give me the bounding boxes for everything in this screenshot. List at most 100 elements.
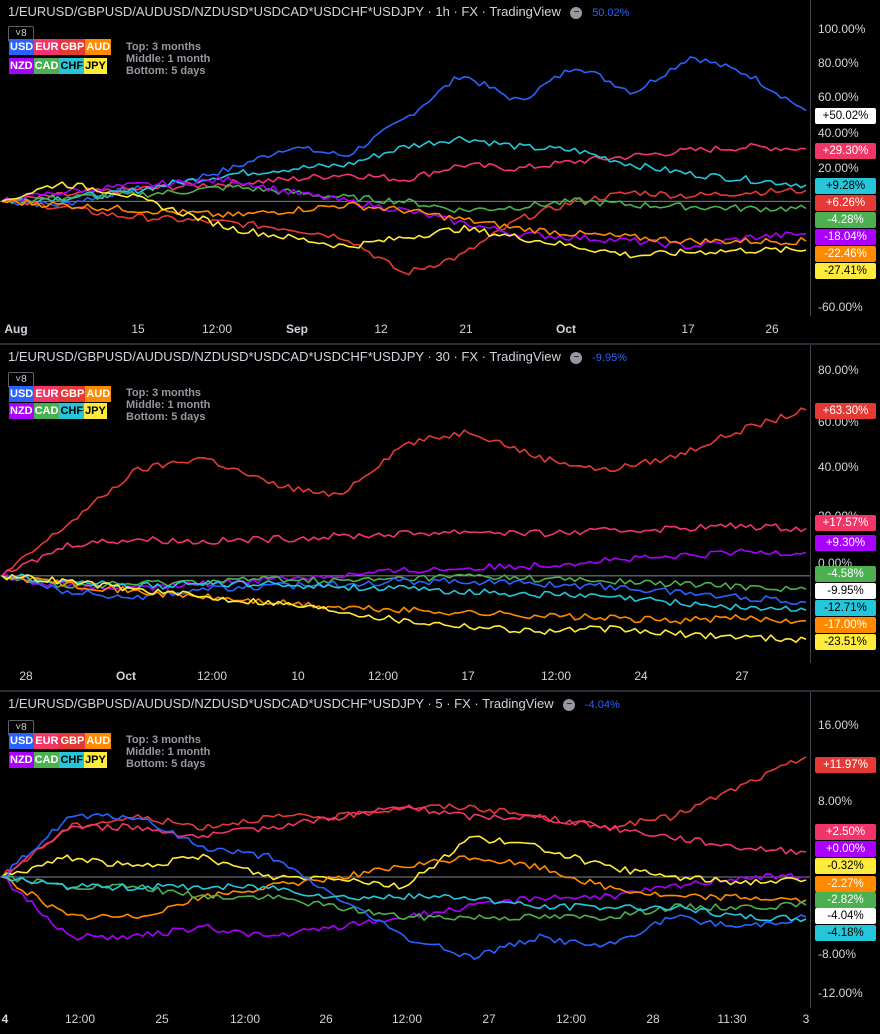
- x-tick-label: 26: [319, 1012, 333, 1026]
- y-tick-label: 80.00%: [818, 363, 859, 377]
- currency-tile-usd: USD: [9, 39, 35, 55]
- x-tick-label: Aug: [4, 322, 28, 336]
- chart-panel-30m[interactable]: 1/EURUSD/GBPUSD/AUDUSD/NZDUSD*USDCAD*USD…: [0, 345, 880, 689]
- price-tag: +9.30%: [815, 535, 876, 551]
- chart-title: 1/EURUSD/GBPUSD/AUDUSD/NZDUSD*USDCAD*USD…: [8, 4, 629, 19]
- currency-tiles-row1: USD EUR GBP AUD: [9, 386, 112, 402]
- currency-tile-cad: CAD: [33, 58, 60, 74]
- x-tick-label: 12:00: [229, 1012, 261, 1026]
- currency-tile-aud: AUD: [85, 39, 112, 55]
- collapse-icon[interactable]: −: [563, 698, 576, 711]
- price-tag: -12.71%: [815, 600, 876, 616]
- price-tag: +50.02%: [815, 108, 876, 124]
- x-tick-label: 3: [802, 1012, 810, 1026]
- price-tag: -2.27%: [815, 876, 876, 892]
- series-line-jpy: [1, 574, 807, 644]
- symbol-title[interactable]: 1/EURUSD/GBPUSD/AUDUSD/NZDUSD*USDCAD*USD…: [8, 696, 554, 711]
- chart-plot-5m[interactable]: [0, 692, 880, 1034]
- x-tick-label: Oct: [555, 322, 577, 336]
- chart-title: 1/EURUSD/GBPUSD/AUDUSD/NZDUSD*USDCAD*USD…: [8, 349, 627, 364]
- price-tag: -27.41%: [815, 263, 876, 279]
- currency-tile-aud: AUD: [85, 733, 112, 749]
- currency-tiles-row2: NZD CAD CHF JPY: [9, 58, 107, 74]
- y-tick-label: 20.00%: [818, 161, 859, 175]
- price-tag: -2.82%: [815, 892, 876, 908]
- note-line: Middle: 1 month: [126, 746, 211, 758]
- currency-tiles-row1: USD EUR GBP AUD: [9, 733, 112, 749]
- y-tick-label: -60.00%: [818, 300, 863, 314]
- chart-plot-30m[interactable]: [0, 345, 880, 689]
- series-line-eur: [1, 522, 807, 577]
- series-line-chf: [1, 135, 807, 204]
- currency-tile-usd: USD: [9, 733, 35, 749]
- currency-tile-nzd: NZD: [9, 752, 34, 768]
- x-tick-label: 4: [1, 1012, 9, 1026]
- currency-tiles-row2: NZD CAD CHF JPY: [9, 403, 107, 419]
- chart-plot-1h[interactable]: [0, 0, 880, 342]
- collapse-icon[interactable]: −: [570, 351, 583, 364]
- currency-tile-jpy: JPY: [84, 403, 107, 419]
- legend-count: 8: [21, 722, 27, 733]
- series-line-cad: [1, 874, 807, 921]
- chart-panel-1h[interactable]: 1/EURUSD/GBPUSD/AUDUSD/NZDUSD*USDCAD*USD…: [0, 0, 880, 342]
- legend-count: 8: [21, 28, 27, 39]
- symbol-title[interactable]: 1/EURUSD/GBPUSD/AUDUSD/NZDUSD*USDCAD*USD…: [8, 4, 561, 19]
- currency-tile-chf: CHF: [59, 58, 85, 74]
- y-tick-label: 60.00%: [818, 90, 859, 104]
- price-tag: +6.26%: [815, 195, 876, 211]
- price-tag: +0.00%: [815, 841, 876, 857]
- series-line-chf: [1, 573, 807, 612]
- note-line: Middle: 1 month: [126, 399, 211, 411]
- price-tag: +9.28%: [815, 178, 876, 194]
- timeframe-notes: Top: 3 months Middle: 1 month Bottom: 5 …: [126, 41, 210, 77]
- price-tag: +2.50%: [815, 824, 876, 840]
- series-line-aud: [1, 198, 807, 246]
- x-tick-label: 17: [461, 669, 475, 683]
- price-tag: -4.18%: [815, 925, 876, 941]
- price-tag: +17.57%: [815, 515, 876, 531]
- x-tick-label: 12: [374, 322, 388, 336]
- chevron-down-icon: ˅: [15, 374, 22, 385]
- y-tick-label: 100.00%: [818, 22, 866, 36]
- chart-panel-5m[interactable]: 1/EURUSD/GBPUSD/AUDUSD/NZDUSD*USDCAD*USD…: [0, 692, 880, 1034]
- series-line-gbp: [1, 756, 807, 878]
- currency-tile-jpy: JPY: [84, 58, 107, 74]
- note-line: Top: 3 months: [126, 41, 201, 53]
- currency-tile-eur: EUR: [34, 733, 60, 749]
- series-line-nzd: [1, 548, 807, 592]
- currency-tiles-row2: NZD CAD CHF JPY: [9, 752, 107, 768]
- series-line-aud: [1, 855, 807, 921]
- currency-tile-cad: CAD: [33, 403, 60, 419]
- chart-title: 1/EURUSD/GBPUSD/AUDUSD/NZDUSD*USDCAD*USD…: [8, 696, 620, 711]
- legend-count: 8: [21, 374, 27, 385]
- currency-tile-gbp: GBP: [59, 386, 86, 402]
- currency-tile-nzd: NZD: [9, 58, 34, 74]
- symbol-title[interactable]: 1/EURUSD/GBPUSD/AUDUSD/NZDUSD*USDCAD*USD…: [8, 349, 561, 364]
- chevron-down-icon: ˅: [15, 722, 22, 733]
- price-tag: +63.30%: [815, 403, 876, 419]
- currency-tile-nzd: NZD: [9, 403, 34, 419]
- currency-tile-gbp: GBP: [59, 39, 86, 55]
- collapse-icon[interactable]: −: [570, 6, 583, 19]
- series-line-cad: [1, 573, 807, 593]
- series-line-aud: [1, 575, 807, 625]
- currency-tile-cad: CAD: [33, 752, 60, 768]
- note-line: Bottom: 5 days: [126, 758, 206, 770]
- timeframe-notes: Top: 3 months Middle: 1 month Bottom: 5 …: [126, 734, 210, 770]
- x-tick-label: 12:00: [555, 1012, 587, 1026]
- x-tick-label: Oct: [115, 669, 137, 683]
- timeframe-notes: Top: 3 months Middle: 1 month Bottom: 5 …: [126, 387, 210, 423]
- currency-tile-chf: CHF: [59, 403, 85, 419]
- x-tick-label: 28: [19, 669, 33, 683]
- y-tick-label: 16.00%: [818, 718, 859, 732]
- x-tick-label: 10: [291, 669, 305, 683]
- price-tag: -18.04%: [815, 229, 876, 245]
- y-tick-label: 80.00%: [818, 56, 859, 70]
- x-tick-label: 21: [459, 322, 473, 336]
- series-line-usd: [1, 574, 807, 606]
- series-line-gbp: [2, 187, 807, 276]
- x-tick-label: 15: [131, 322, 145, 336]
- y-tick-label: 40.00%: [818, 126, 859, 140]
- indicator-value: -9.95%: [592, 352, 627, 364]
- series-line-eur: [1, 806, 807, 878]
